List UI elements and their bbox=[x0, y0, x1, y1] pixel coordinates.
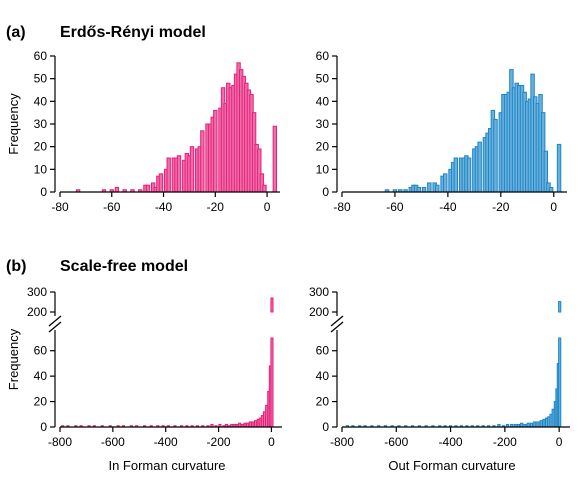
histogram-bar bbox=[213, 109, 218, 193]
histogram-bar bbox=[539, 420, 543, 428]
y-tick-label: 50 bbox=[316, 72, 330, 86]
axis-break-mark bbox=[48, 315, 62, 333]
y-tick-label: 60 bbox=[316, 49, 330, 63]
chart-sf-out: -800 -600 -400 -200 0 0 20 40 60 200 300 Out Forman… bbox=[309, 285, 570, 473]
y-tick-label: 10 bbox=[34, 162, 48, 176]
histogram-bar bbox=[443, 173, 448, 193]
histogram-bar bbox=[254, 420, 258, 428]
histogram-bar bbox=[435, 184, 440, 193]
y-tick-label: 10 bbox=[316, 162, 330, 176]
axis-break-mark bbox=[330, 315, 344, 333]
panel-label-a: (a) bbox=[6, 24, 26, 41]
x-tick-label: 0 bbox=[556, 435, 563, 449]
histogram-bar bbox=[251, 421, 255, 428]
y-tick-label: 60 bbox=[34, 49, 48, 63]
histogram-bar bbox=[556, 143, 562, 193]
y-tick-label: 40 bbox=[316, 369, 330, 383]
bars bbox=[61, 297, 274, 428]
x-tick-label: 0 bbox=[550, 200, 557, 214]
y-tick-label: 20 bbox=[316, 140, 330, 154]
bars bbox=[384, 69, 562, 193]
y-tick-label: 200 bbox=[27, 305, 47, 319]
x-tick-label: -600 bbox=[101, 435, 125, 449]
x-tick-label: -20 bbox=[207, 200, 225, 214]
histogram-bar bbox=[189, 146, 195, 193]
y-tick-label: 0 bbox=[40, 185, 47, 199]
x-axis-title: In Forman curvature bbox=[108, 458, 225, 473]
x-tick-label: -20 bbox=[492, 200, 510, 214]
y-tick-label: 60 bbox=[34, 344, 48, 358]
x-tick-label: -60 bbox=[386, 200, 404, 214]
y-tick-label: 50 bbox=[34, 72, 48, 86]
histogram-bar bbox=[158, 173, 164, 193]
x-tick-label: -800 bbox=[48, 435, 72, 449]
y-tick-label: 200 bbox=[309, 305, 329, 319]
histogram-bar bbox=[533, 421, 537, 428]
panel-label-b: (b) bbox=[6, 258, 26, 275]
histogram-bar bbox=[270, 337, 274, 428]
histogram-bar bbox=[493, 118, 498, 193]
bars bbox=[75, 62, 278, 193]
x-tick-label: 0 bbox=[268, 435, 275, 449]
x-tick-label: -200 bbox=[493, 435, 517, 449]
x-tick-label: -80 bbox=[51, 200, 69, 214]
histogram-bar bbox=[176, 155, 182, 193]
bars bbox=[345, 301, 562, 428]
y-tick-label: 20 bbox=[34, 140, 48, 154]
y-tick-label: 30 bbox=[34, 117, 48, 131]
x-tick-label: -400 bbox=[439, 435, 463, 449]
y-tick-label: 30 bbox=[316, 117, 330, 131]
y-axis-title: Frequency bbox=[6, 93, 21, 155]
x-tick-label: -800 bbox=[330, 435, 354, 449]
histogram-bar bbox=[427, 182, 432, 193]
chart-sf-in: -800 -600 -400 -200 0 0 20 40 60 200 300 Frequency I… bbox=[6, 285, 282, 473]
x-tick-label: -600 bbox=[384, 435, 408, 449]
x-tick-label: -400 bbox=[154, 435, 178, 449]
histogram-bar bbox=[477, 141, 482, 193]
y-tick-label: 0 bbox=[322, 185, 329, 199]
y-tick-label: 40 bbox=[316, 94, 330, 108]
x-tick-label: -40 bbox=[439, 200, 457, 214]
section-title-a: Erdős-Rényi model bbox=[60, 24, 206, 41]
histogram-bar bbox=[542, 418, 546, 428]
histogram-bar bbox=[262, 184, 267, 193]
histogram-bar bbox=[558, 337, 562, 428]
y-tick-label: 40 bbox=[34, 369, 48, 383]
chart-er-in: -80 -60 -40 -20 0 0 10 20 30 40 50 60 Frequency bbox=[6, 49, 280, 214]
y-tick-label: 300 bbox=[27, 285, 47, 299]
histogram-bar bbox=[166, 157, 171, 193]
y-tick-label: 40 bbox=[34, 94, 48, 108]
y-tick-label: 60 bbox=[316, 344, 330, 358]
histogram-bar bbox=[114, 186, 120, 193]
x-tick-label: 0 bbox=[264, 200, 271, 214]
x-tick-label: -40 bbox=[155, 200, 173, 214]
histogram-bar bbox=[548, 186, 554, 193]
histogram-bar-upper bbox=[270, 297, 274, 313]
histogram-bar bbox=[248, 421, 252, 428]
histogram-bar bbox=[466, 157, 472, 193]
y-axis-title: Frequency bbox=[6, 328, 21, 390]
histogram-bar bbox=[200, 130, 205, 193]
chart-er-out: -80 -60 -40 -20 0 0 10 20 30 40 50 60 bbox=[316, 49, 567, 214]
histogram-bar bbox=[272, 125, 278, 193]
histogram-bar-upper bbox=[558, 301, 562, 313]
histogram-bar bbox=[453, 157, 459, 193]
y-tick-label: 20 bbox=[316, 395, 330, 409]
section-title-b: Scale-free model bbox=[60, 258, 188, 275]
x-axis-title: Out Forman curvature bbox=[388, 458, 515, 473]
histogram-bar bbox=[536, 421, 540, 428]
y-tick-label: 300 bbox=[309, 285, 329, 299]
x-tick-label: -80 bbox=[333, 200, 351, 214]
y-tick-label: 0 bbox=[322, 420, 329, 434]
x-tick-label: -200 bbox=[207, 435, 231, 449]
histogram-bar bbox=[416, 186, 421, 193]
y-tick-label: 0 bbox=[40, 420, 47, 434]
histogram-bar bbox=[145, 184, 151, 193]
y-tick-label: 20 bbox=[34, 395, 48, 409]
x-tick-label: -60 bbox=[103, 200, 121, 214]
histogram-bar bbox=[421, 186, 427, 193]
